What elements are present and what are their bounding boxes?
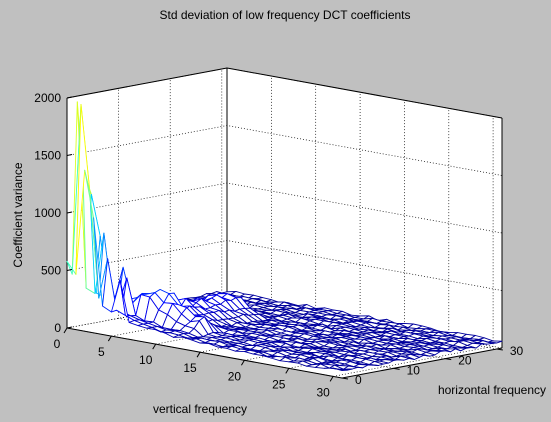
vertical-tick	[286, 368, 289, 373]
z-tick-label: 1000	[34, 206, 61, 220]
vertical-tick	[64, 328, 67, 333]
vertical-tick-label: 15	[183, 361, 197, 375]
vertical-tick-label: 20	[228, 369, 242, 383]
z-tick-label: 0	[54, 321, 61, 335]
horizontal-tick-label: 20	[458, 354, 472, 368]
chart-title: Std deviation of low frequency DCT coeff…	[159, 8, 410, 22]
z-tick-label: 2000	[34, 91, 61, 105]
x-axis-label: vertical frequency	[153, 402, 247, 416]
vertical-tick	[197, 352, 200, 357]
vertical-tick	[153, 344, 156, 349]
y-axis-label: horizontal frequency	[438, 383, 546, 397]
z-axis-label: Coefficient variance	[11, 162, 25, 267]
vertical-tick	[108, 336, 111, 341]
horizontal-tick	[394, 368, 400, 369]
horizontal-tick	[342, 378, 348, 379]
z-tick-label: 500	[41, 264, 61, 278]
horizontal-tick	[497, 349, 503, 350]
vertical-tick-label: 5	[98, 345, 105, 359]
vertical-tick-label: 30	[316, 385, 330, 399]
horizontal-tick	[445, 359, 451, 360]
vertical-tick-label: 25	[272, 377, 286, 391]
vertical-tick-label: 10	[139, 353, 153, 367]
vertical-tick	[241, 360, 244, 365]
vertical-tick	[330, 376, 333, 381]
horizontal-tick-label: 0	[355, 373, 362, 387]
horizontal-tick-label: 30	[510, 344, 524, 358]
vertical-tick-label: 0	[54, 337, 61, 351]
z-tick-label: 1500	[34, 149, 61, 163]
horizontal-tick-label: 10	[407, 363, 421, 377]
